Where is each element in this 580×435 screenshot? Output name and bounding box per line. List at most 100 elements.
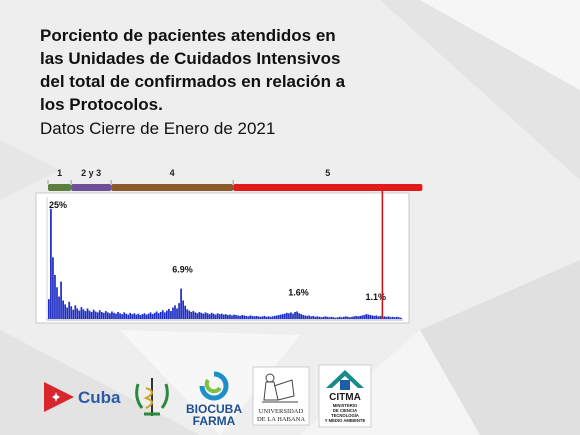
bar bbox=[245, 315, 248, 319]
bar bbox=[163, 312, 166, 319]
uh-line1: UNIVERSIDAD bbox=[259, 408, 304, 415]
bar bbox=[204, 312, 207, 319]
bar bbox=[90, 311, 93, 319]
data-label: 6.9% bbox=[172, 265, 193, 275]
bar bbox=[302, 315, 305, 319]
bar bbox=[247, 316, 250, 319]
bar bbox=[359, 315, 362, 319]
biocuba-swirl-icon bbox=[199, 371, 229, 401]
alma-mater-icon bbox=[262, 373, 298, 403]
bar bbox=[261, 316, 264, 319]
bar bbox=[184, 305, 187, 319]
bar bbox=[174, 305, 176, 319]
bar bbox=[229, 314, 231, 319]
protocol-segment-2-y-3 bbox=[71, 184, 112, 191]
bar bbox=[290, 312, 292, 319]
bar bbox=[172, 307, 174, 319]
bar bbox=[157, 313, 160, 319]
bar bbox=[104, 311, 107, 319]
bar bbox=[50, 208, 52, 319]
bar bbox=[294, 311, 296, 319]
bar bbox=[328, 317, 331, 319]
caduceus-emblem-icon bbox=[135, 378, 169, 416]
bar bbox=[284, 313, 286, 319]
bar bbox=[170, 311, 172, 319]
bar bbox=[109, 313, 111, 319]
bar bbox=[137, 313, 140, 319]
bar bbox=[367, 314, 370, 319]
bar bbox=[389, 317, 392, 319]
bars bbox=[48, 208, 402, 319]
bar bbox=[222, 314, 225, 319]
bar bbox=[135, 314, 138, 319]
bar bbox=[98, 310, 101, 319]
bar bbox=[241, 315, 244, 319]
citma-name: CITMA bbox=[329, 392, 361, 403]
bar bbox=[330, 316, 333, 319]
bar bbox=[265, 316, 268, 319]
citma-line1: MINISTERIO bbox=[333, 403, 358, 408]
bar bbox=[277, 315, 280, 319]
bar bbox=[145, 314, 148, 319]
bar bbox=[149, 312, 152, 319]
chart-title: Porciento de pacientes atendidos en las … bbox=[40, 26, 346, 114]
bar bbox=[351, 316, 353, 319]
bar bbox=[377, 316, 380, 319]
bar bbox=[273, 315, 276, 319]
bar bbox=[308, 315, 311, 319]
bar bbox=[318, 316, 321, 319]
bar bbox=[292, 313, 294, 319]
bar bbox=[155, 311, 158, 319]
bar bbox=[58, 296, 60, 319]
bar bbox=[76, 308, 79, 319]
bar bbox=[96, 312, 99, 319]
bar bbox=[363, 315, 366, 319]
bar bbox=[102, 312, 105, 319]
bar bbox=[111, 311, 113, 319]
bar bbox=[147, 313, 150, 319]
bar bbox=[74, 305, 77, 319]
bar bbox=[338, 316, 341, 319]
bar bbox=[231, 315, 233, 319]
protocol-segment-5 bbox=[233, 184, 423, 191]
bar bbox=[365, 314, 368, 319]
data-label: 1.1% bbox=[366, 292, 387, 302]
bar bbox=[227, 315, 229, 319]
bar bbox=[357, 316, 359, 319]
bar bbox=[383, 316, 386, 319]
bar bbox=[286, 312, 288, 319]
protocol-bars: 1 2 y 3 4 5 bbox=[47, 168, 423, 191]
bar bbox=[355, 315, 357, 319]
bar bbox=[334, 317, 337, 319]
bar bbox=[190, 311, 193, 319]
cuba-logo-text: Cuba bbox=[78, 388, 121, 407]
bar bbox=[141, 314, 144, 319]
bar bbox=[113, 312, 115, 319]
bar bbox=[298, 313, 300, 319]
biocuba-line2: FARMA bbox=[193, 414, 236, 426]
bar bbox=[70, 306, 73, 319]
bar bbox=[80, 307, 83, 319]
bar bbox=[399, 317, 402, 319]
citma-line3: TECNOLOGÍA bbox=[331, 413, 359, 418]
bar bbox=[178, 303, 180, 319]
bar bbox=[395, 316, 398, 319]
bar bbox=[397, 317, 400, 319]
cuba-logo: Cuba bbox=[44, 382, 121, 412]
bar bbox=[125, 313, 128, 319]
annotations: 25% 6.9% 1.6% 1.1% bbox=[49, 200, 386, 302]
cuba-flag-icon bbox=[44, 382, 74, 412]
bar bbox=[161, 310, 164, 319]
bar bbox=[82, 309, 85, 319]
bar bbox=[56, 287, 58, 319]
bar bbox=[306, 315, 309, 319]
bar bbox=[129, 312, 132, 319]
bar bbox=[72, 309, 75, 319]
bar bbox=[92, 309, 95, 319]
bar bbox=[133, 313, 136, 319]
bar bbox=[225, 314, 227, 319]
bar bbox=[153, 312, 156, 319]
bar bbox=[324, 316, 327, 319]
bar bbox=[300, 314, 303, 319]
bar bbox=[269, 316, 272, 319]
